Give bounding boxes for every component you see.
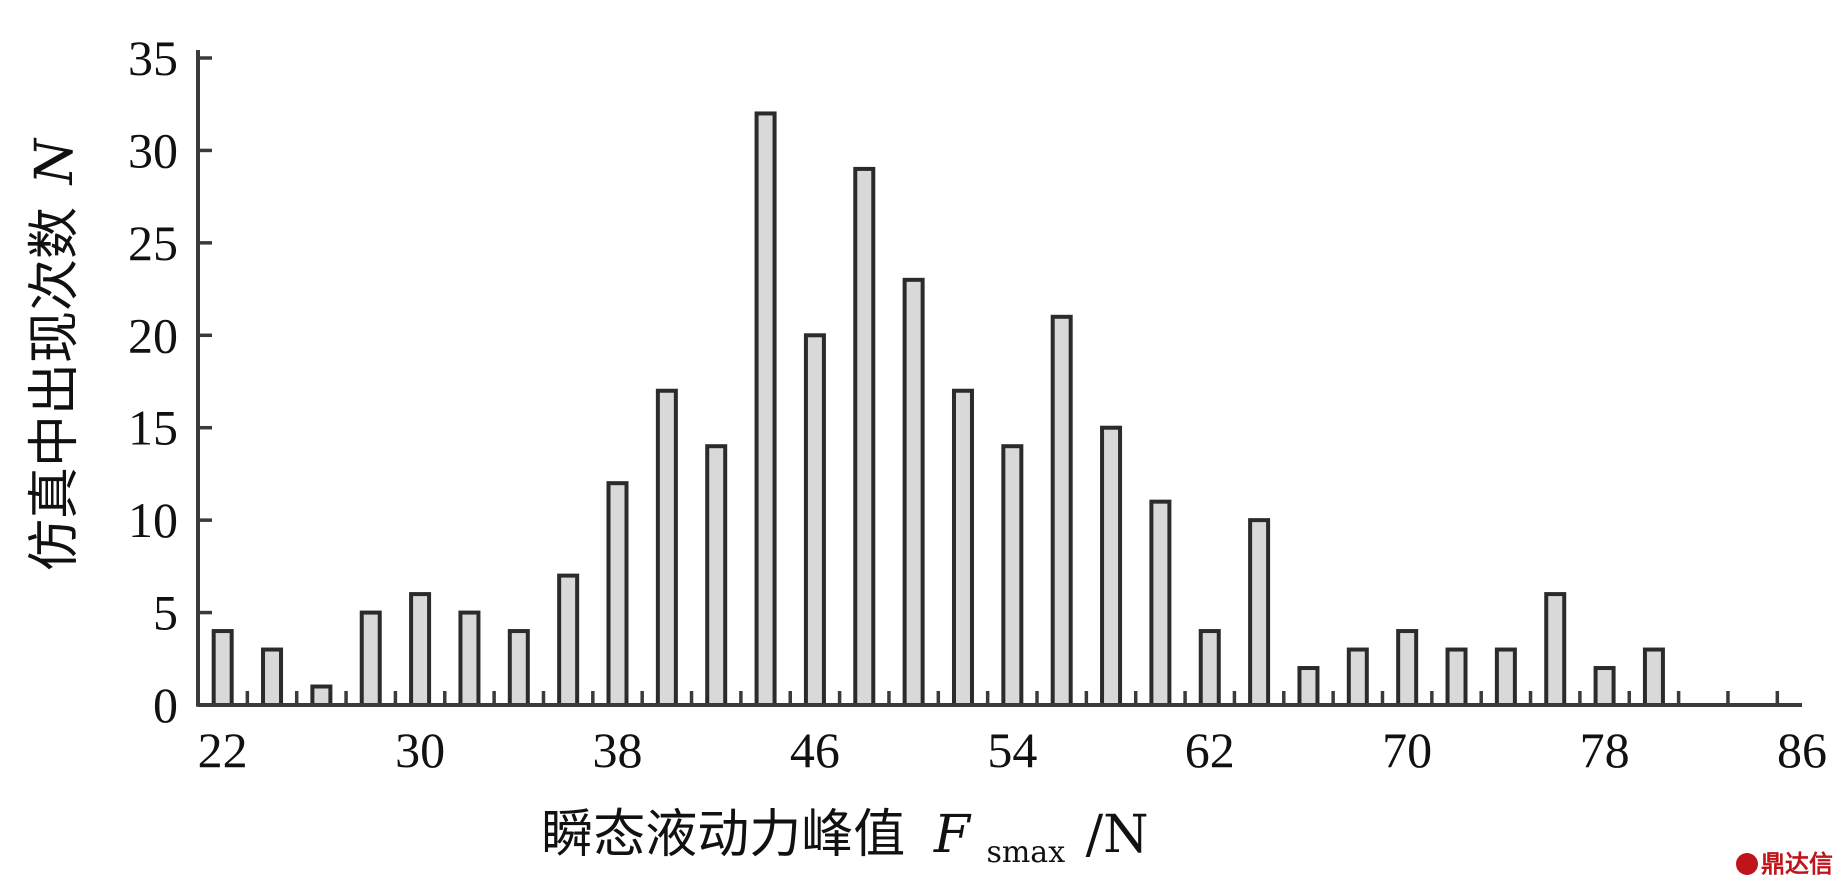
bar	[1396, 629, 1419, 707]
y-tick-label: 10	[128, 492, 178, 548]
bar	[754, 111, 777, 707]
bar	[655, 388, 678, 707]
bar	[261, 647, 284, 707]
bars-group	[211, 111, 1665, 708]
bar	[557, 573, 580, 707]
x-tick-label: 30	[395, 722, 445, 778]
bar	[1593, 666, 1616, 707]
bar	[1445, 647, 1468, 707]
bar	[951, 388, 974, 707]
y-axis-title-variable: N	[25, 137, 85, 186]
bar	[705, 444, 728, 707]
x-ticks-group: 22 30 38 46 54 62 70 78 86	[198, 691, 1827, 778]
y-axis-title-text: 仿真中出现次数	[25, 207, 85, 571]
bar	[1001, 444, 1024, 707]
y-tick-label: 25	[128, 215, 178, 271]
y-tick-label: 30	[128, 122, 178, 178]
bar	[409, 592, 432, 707]
bar	[1050, 314, 1073, 707]
bar	[359, 610, 382, 707]
x-tick-label: 22	[198, 722, 248, 778]
x-tick-label: 86	[1777, 722, 1827, 778]
x-tick-label: 54	[987, 722, 1037, 778]
bar	[1100, 425, 1123, 707]
bar	[606, 481, 629, 707]
bar	[1198, 629, 1221, 707]
x-axis-title: 瞬态液动力峰值 F smax /N	[541, 805, 1148, 875]
bar	[1544, 592, 1567, 707]
bar	[1494, 647, 1517, 707]
x-tick-label: 62	[1185, 722, 1235, 778]
bar	[1248, 518, 1271, 708]
watermark: 鼎达信	[1736, 844, 1833, 879]
axes-group	[196, 50, 1802, 707]
x-axis-title-text: 瞬态液动力峰值	[541, 805, 905, 865]
bar	[458, 610, 481, 707]
bar	[1149, 499, 1172, 707]
bar	[803, 333, 826, 707]
y-tick-label: 35	[128, 30, 178, 86]
y-tick-label: 15	[128, 400, 178, 456]
bar	[853, 166, 876, 707]
bar	[902, 277, 925, 707]
bar	[1346, 647, 1369, 707]
y-tick-label: 5	[153, 585, 178, 641]
x-tick-label: 70	[1382, 722, 1432, 778]
y-ticks-group: 0 5 10 15 20 25 30 35	[128, 30, 212, 733]
watermark-text: 鼎达信	[1761, 850, 1833, 878]
bar	[507, 629, 530, 707]
x-axis-title-variable: F	[933, 805, 972, 865]
bar	[1297, 666, 1320, 707]
y-tick-label: 0	[153, 677, 178, 733]
x-axis-title-unit: /N	[1086, 805, 1149, 865]
bar	[1642, 647, 1665, 707]
x-tick-label: 46	[790, 722, 840, 778]
y-tick-label: 20	[128, 307, 178, 363]
bar	[310, 684, 333, 707]
y-axis-title: 仿真中出现次数 N	[25, 137, 85, 571]
x-axis-title-subscript: smax	[986, 835, 1065, 870]
watermark-logo-icon	[1736, 853, 1758, 875]
x-tick-label: 38	[593, 722, 643, 778]
bar	[211, 629, 234, 707]
x-tick-label: 78	[1580, 722, 1630, 778]
